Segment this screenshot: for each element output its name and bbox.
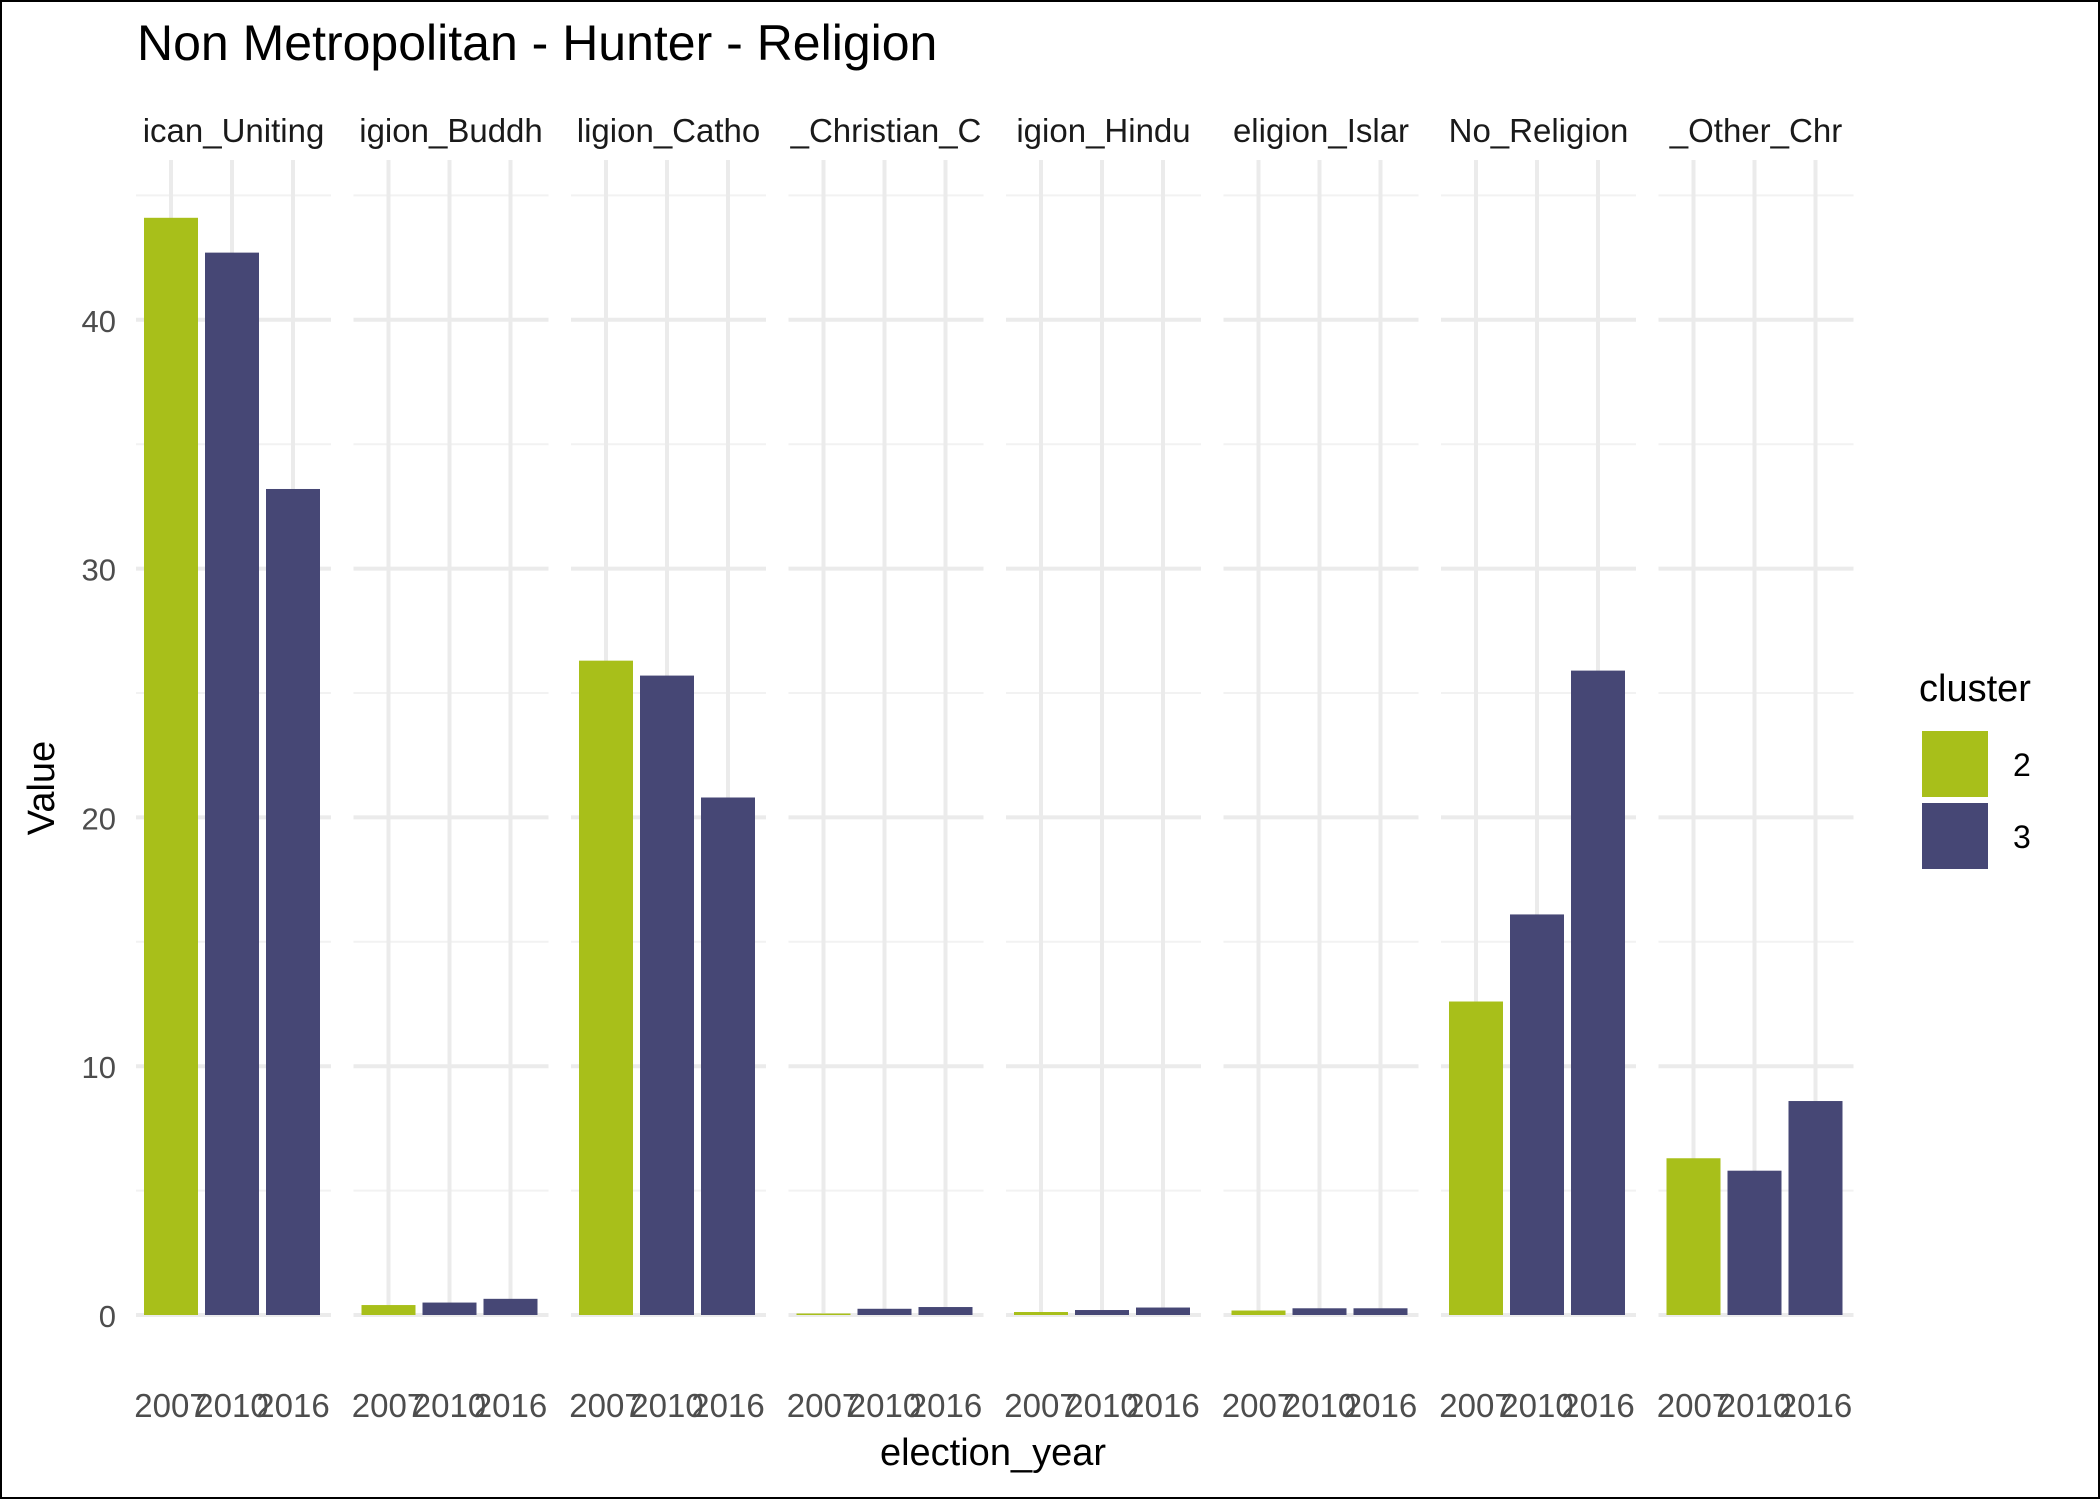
facet-strip-label: igion_Hindu [1016,112,1190,149]
x-axis-title: election_year [880,1432,1106,1474]
bar [1136,1307,1190,1315]
x-tick-label: 2016 [1561,1387,1634,1424]
facet-panels: ican_Uniting200720102016igion_Buddh20072… [134,112,1854,1424]
facet-strip-label: ligion_Catho [577,112,760,149]
x-tick-label: 2007 [1004,1387,1077,1424]
x-tick-label: 2010 [848,1387,921,1424]
bar [1292,1308,1347,1315]
bar [1666,1158,1721,1315]
facet-strip-label: ican_Uniting [143,112,325,149]
x-tick-label: 2016 [1779,1387,1852,1424]
x-tick-label: 2016 [474,1387,547,1424]
chart-title: Non Metropolitan - Hunter - Religion [137,15,937,71]
bar [1510,914,1564,1315]
bar [1727,1170,1782,1315]
x-tick-label: 2016 [909,1387,982,1424]
y-tick-label: 20 [82,801,116,836]
bar [1449,1001,1503,1315]
bar [857,1308,912,1315]
x-tick-label: 2007 [569,1387,642,1424]
x-tick-label: 2010 [195,1387,268,1424]
facet-strip-label: No_Religion [1449,112,1629,149]
facet-strip-label: igion_Buddh [359,112,543,149]
bar [1788,1101,1843,1315]
legend: 23 [1922,731,2031,869]
bar [483,1298,538,1315]
facet-strip-label: _Christian_C [790,112,982,149]
bar [640,675,694,1315]
x-tick-label: 2010 [1500,1387,1573,1424]
x-tick-label: 2010 [413,1387,486,1424]
y-tick-label: 10 [82,1050,116,1085]
x-tick-label: 2016 [1126,1387,1199,1424]
x-tick-label: 2010 [1065,1387,1138,1424]
bar [1353,1308,1408,1315]
bar [701,797,755,1315]
bar [579,660,633,1315]
bar [205,252,259,1315]
x-tick-label: 2016 [1344,1387,1417,1424]
y-tick-label: 30 [82,553,116,588]
bar [144,217,198,1316]
legend-label: 2 [2013,747,2031,783]
bar [918,1307,973,1315]
bar [1075,1310,1129,1315]
x-tick-label: 2010 [1283,1387,1356,1424]
legend-label: 3 [2013,819,2031,855]
x-tick-label: 2007 [1657,1387,1730,1424]
y-tick-label: 40 [82,304,116,339]
x-tick-label: 2007 [134,1387,207,1424]
y-axis-title: Value [21,741,63,835]
y-tick-label: 0 [99,1299,116,1334]
bar [1571,670,1625,1315]
x-tick-label: 2010 [630,1387,703,1424]
legend-swatch [1922,731,1988,797]
facet-strip-label: _Other_Chr [1669,112,1842,149]
bar [266,488,320,1315]
bar [361,1305,416,1315]
x-tick-label: 2007 [1439,1387,1512,1424]
legend-title: cluster [1919,668,2031,710]
bar [1231,1310,1286,1315]
x-tick-label: 2007 [787,1387,860,1424]
x-tick-label: 2016 [691,1387,764,1424]
x-tick-label: 2010 [1718,1387,1791,1424]
x-tick-label: 2016 [256,1387,329,1424]
bar [796,1313,851,1315]
y-axis-ticks: 0 10 20 30 40 [82,304,116,1334]
legend-swatch [1922,803,1988,869]
x-tick-label: 2007 [1222,1387,1295,1424]
x-tick-label: 2007 [352,1387,425,1424]
bar [1014,1312,1068,1315]
facet-strip-label: eligion_Islar [1233,112,1409,149]
bar [422,1302,477,1315]
